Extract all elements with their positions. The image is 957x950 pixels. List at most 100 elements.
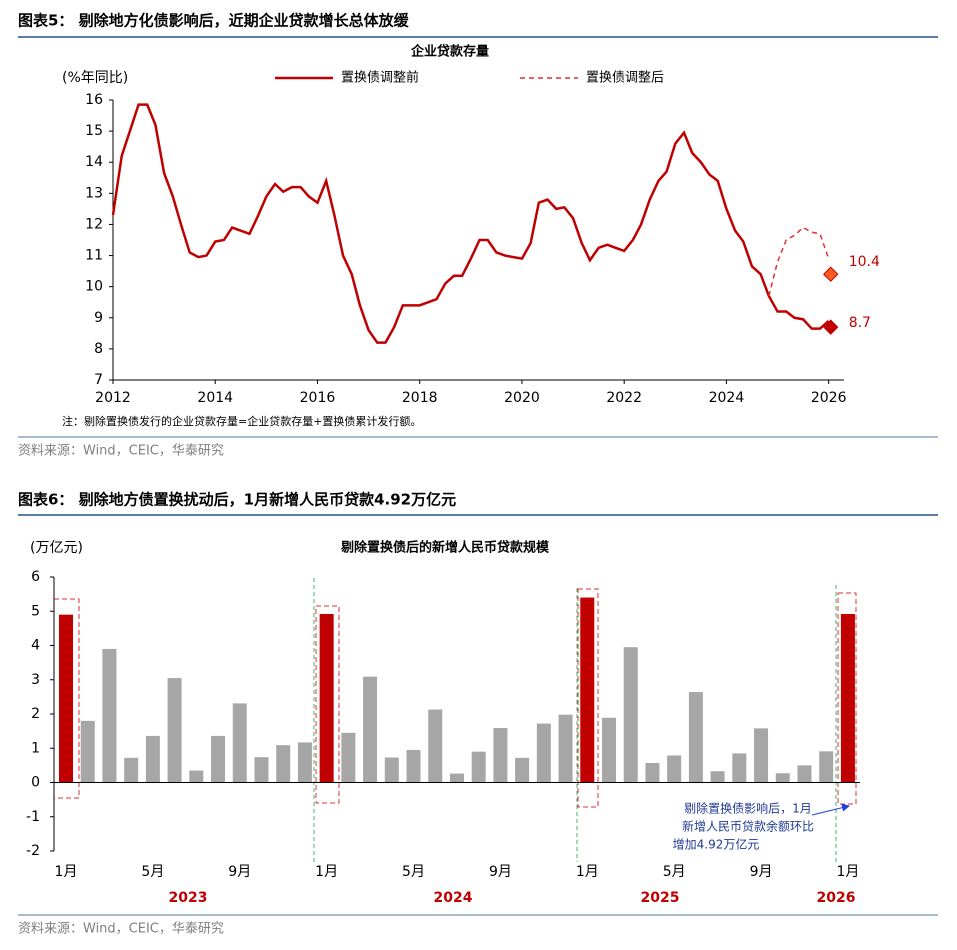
bar	[558, 714, 573, 783]
end-label: 10.4	[849, 254, 880, 270]
x-tick-label: 1月	[55, 864, 78, 880]
bar	[754, 728, 769, 783]
bar	[276, 745, 291, 783]
annotation: 剔除置换债影响后，1月	[684, 801, 812, 816]
bar	[59, 614, 73, 783]
y-tick-label: 2	[31, 706, 40, 722]
bar	[319, 613, 334, 783]
y-tick-label: 12	[85, 216, 103, 232]
bar	[428, 709, 443, 783]
y-tick-label: 9	[94, 310, 103, 326]
x-tick-label: 2026	[811, 390, 847, 406]
bar	[493, 728, 508, 783]
bar	[167, 678, 182, 783]
bar	[406, 749, 421, 783]
note: 注：剔除置换债发行的企业贷款存量=企业贷款存量+置换债累计发行额。	[62, 414, 421, 428]
bar	[449, 773, 464, 783]
y-tick-label: 8	[94, 341, 103, 357]
x-tick-label: 2016	[300, 390, 336, 406]
y-tick-label: 7	[94, 372, 103, 388]
x-tick-label: 1月	[315, 864, 338, 880]
y-tick-label: 11	[85, 248, 103, 264]
x-tick-label: 2014	[197, 390, 233, 406]
period-dividers	[313, 578, 837, 862]
bar	[580, 597, 595, 783]
y-tick-label: 6	[31, 569, 40, 585]
y-tick-label: 13	[85, 185, 103, 201]
bar	[384, 757, 399, 783]
x-tick-label: 1月	[836, 864, 859, 880]
bar	[145, 735, 160, 783]
x-tick-label: 2022	[606, 390, 642, 406]
year-label: 2025	[641, 890, 680, 906]
x-tick-label: 9月	[228, 864, 251, 880]
x-tick-label: 5月	[141, 864, 164, 880]
year-label: 2024	[434, 890, 473, 906]
y-tick-label: -2	[26, 843, 40, 859]
bar	[732, 753, 747, 783]
bar	[189, 770, 204, 783]
end-marker	[823, 266, 839, 282]
annotation: 增加4.92万亿元	[673, 837, 760, 852]
figure-title: 图表5： 剔除地方化债影响后，近期企业贷款增长总体放缓	[18, 12, 410, 30]
x-tick-label: 2012	[95, 390, 131, 406]
bar	[775, 773, 790, 783]
y-tick-label: 14	[85, 154, 103, 170]
bar	[515, 757, 530, 783]
end-label: 8.7	[849, 315, 871, 331]
chart-title: 企业贷款存量	[410, 44, 489, 60]
source: 资料来源：Wind，CEIC，华泰研究	[18, 922, 224, 937]
series-line	[111, 103, 830, 344]
chart-title: 剔除置换债后的新增人民币贷款规模	[340, 540, 550, 556]
bar	[819, 751, 834, 783]
end-marker	[823, 319, 839, 335]
y-tick-label: 4	[31, 638, 40, 654]
x-tick-label: 9月	[750, 864, 773, 880]
y-tick-label: 16	[85, 92, 103, 108]
x-tick-label: 2024	[709, 390, 745, 406]
series-line	[768, 226, 830, 297]
bar	[124, 757, 139, 783]
x-tick-label: 5月	[402, 864, 425, 880]
year-label: 2023	[169, 890, 208, 906]
bar	[80, 720, 95, 783]
bar	[623, 647, 638, 783]
bar	[602, 717, 616, 783]
bar	[102, 648, 117, 783]
x-tick-label: 2018	[402, 390, 438, 406]
x-tick-label: 2020	[504, 390, 540, 406]
legend-label: 置换债调整前	[341, 70, 419, 86]
year-label: 2026	[817, 890, 856, 906]
bar	[667, 755, 682, 783]
y-tick-label: 1	[31, 740, 40, 756]
figure-title: 图表6： 剔除地方债置换扰动后，1月新增人民币贷款4.92万亿元	[18, 491, 456, 509]
bar	[797, 765, 812, 783]
x-tick-label: 1月	[576, 864, 599, 880]
annotation-arrow	[811, 803, 850, 816]
annotation: 新增人民币贷款余额环比	[682, 819, 814, 834]
x-tick-label: 5月	[663, 864, 686, 880]
y-tick-label: 15	[85, 123, 103, 139]
y-tick-label: -1	[26, 809, 40, 825]
bar	[254, 757, 269, 783]
bar	[211, 735, 226, 783]
bar	[471, 751, 486, 783]
x-tick-label: 9月	[489, 864, 512, 880]
bar	[363, 676, 378, 783]
y-axis-label: (%年同比)	[62, 70, 128, 86]
y-tick-label: 5	[31, 603, 40, 619]
y-tick-label: 0	[31, 775, 40, 791]
bar	[536, 723, 551, 783]
source: 资料来源：Wind，CEIC，华泰研究	[18, 444, 224, 459]
legend-label: 置换债调整后	[586, 71, 664, 86]
bar	[840, 613, 855, 783]
y-tick-label: 10	[85, 279, 103, 295]
bar	[645, 762, 660, 783]
bar	[710, 771, 725, 783]
bar	[341, 732, 356, 783]
y-tick-label: 3	[31, 672, 40, 688]
y-axis-label: (万亿元)	[30, 540, 83, 556]
bar	[688, 692, 703, 783]
bar	[232, 703, 247, 783]
